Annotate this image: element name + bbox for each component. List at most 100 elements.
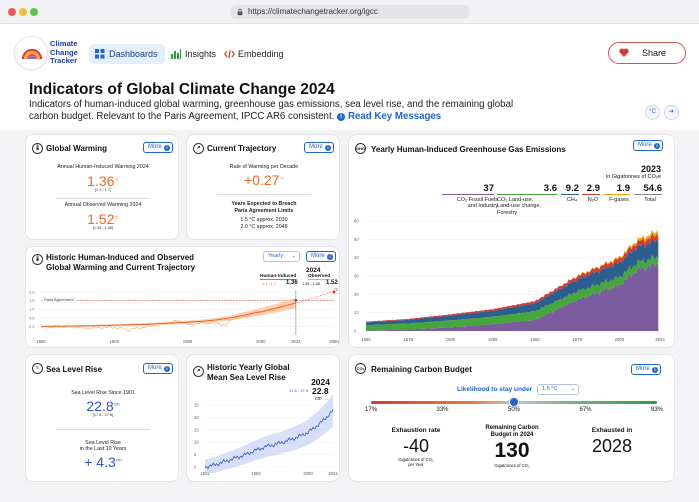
card-title: Global Warming [46, 144, 108, 153]
info-icon: i [652, 366, 658, 373]
more-button[interactable]: More i [306, 251, 336, 262]
y-tick-label: 15 [194, 427, 199, 432]
nav-insights-label: Insights [185, 49, 217, 59]
likelihood-slider-handle[interactable] [509, 397, 519, 407]
emission-area [366, 262, 659, 331]
slider-tick-label: 50% [507, 407, 520, 413]
card-title: Sea Level Rise [46, 365, 103, 374]
observed-warming-label: Annual Observed Warming 2024 [64, 202, 142, 208]
carbon-budget-card: CO₂ Remaining Carbon Budget More i Likeli… [348, 354, 675, 482]
y-tick-label: 20 [194, 415, 199, 420]
legend-observed-range: 1.39 - 1.65 [302, 282, 321, 286]
since-1901-value: 22.8cm [26, 398, 180, 414]
sea-level-chart: 05101520251901195020002024 [194, 394, 338, 476]
observed-warming-value: 1.52°C [26, 211, 180, 227]
unit-toggle-button[interactable]: °C [645, 105, 660, 120]
nav-insights[interactable]: Insights [165, 44, 223, 64]
rainbow-logo-icon [21, 48, 43, 60]
human-induced-line [40, 302, 297, 327]
observed-warming-number: 1.52 [87, 211, 115, 227]
card-title: Remaining Carbon Budget [371, 365, 472, 374]
share-button[interactable]: Share [608, 42, 686, 64]
y-tick-label: 30 [354, 274, 359, 279]
legend-human-range: 1.1 - 1.7 [262, 282, 276, 286]
co2-icon: CO₂ [355, 363, 366, 374]
next-button[interactable]: ➜ [664, 105, 679, 120]
logo-line: Change [50, 47, 78, 57]
unit: cm [113, 401, 120, 407]
unit-toggle-label: °C [649, 109, 656, 115]
read-key-messages-link[interactable]: i Read Key Messages [337, 111, 441, 122]
nav-embedding[interactable]: Embedding [218, 44, 291, 64]
divider [56, 198, 150, 199]
site-logo[interactable] [14, 36, 48, 70]
title-line: Historic Human-Induced and Observed [46, 253, 195, 262]
y-tick-label: 0.5 [29, 315, 35, 320]
exhaustion-value: -40 [402, 436, 429, 456]
legend-year: 2024 [306, 267, 321, 274]
more-button[interactable]: More i [143, 363, 173, 374]
exhausted-value: 2028 [591, 436, 633, 456]
human-warming-range: [1.1 - 1.7] [94, 188, 112, 192]
card-title: Historic Human-Induced and Observed Globa… [46, 253, 195, 272]
y-tick-label: 1.5 [29, 298, 35, 303]
last10-label: Sea Level Rise [85, 440, 121, 446]
minimize-window-button[interactable] [19, 8, 27, 16]
ghg-area-chart: 0 10 20 30 40 50 60 1850 1875 1900 1925 1950 1975 200… [354, 219, 665, 343]
close-window-button[interactable] [8, 8, 16, 16]
maximize-window-button[interactable] [30, 8, 38, 16]
unit: °C [279, 175, 284, 181]
legend-human-value: 1.36 [286, 280, 298, 286]
x-tick-label: 2024 [328, 471, 338, 476]
more-button[interactable]: More i [631, 364, 661, 375]
info-icon: i [164, 144, 170, 151]
emission-color-bar [442, 194, 494, 196]
trajectory-end-point [332, 290, 336, 294]
thermometer-icon: 🌡 [32, 143, 43, 154]
y-tick-label: 2.0 [29, 290, 35, 295]
slider-tick-label: 67% [579, 407, 592, 413]
ghg-units: in Gigatonnes of CO₂e [605, 174, 661, 180]
info-icon: i [325, 144, 331, 151]
x-tick-label: 1950 [251, 471, 261, 476]
breach-label: Paris Agreement Limits [234, 208, 294, 214]
more-button[interactable]: More i [304, 142, 334, 153]
arrow-right-icon: ➜ [668, 109, 675, 115]
y-tick-label: 50 [354, 237, 359, 242]
more-label: More [311, 253, 325, 259]
y-tick-label: 60 [354, 219, 359, 224]
logo-line: Tracker [50, 56, 78, 65]
slider-tick-label: 33% [436, 407, 449, 413]
more-button[interactable]: More i [633, 140, 663, 151]
divider [217, 194, 311, 195]
nav-dashboards[interactable]: Dashboards [89, 44, 165, 64]
address-bar[interactable]: https://climatechangetracker.org/igcc [230, 5, 470, 19]
title-line: Historic Yearly Global [207, 363, 290, 372]
x-tick-label: 1850 [361, 337, 371, 342]
x-tick-label: 1975 [572, 337, 582, 342]
paris-label-box [41, 297, 77, 303]
more-label: More [638, 142, 652, 148]
thermometer-icon: 🌡 [32, 254, 43, 265]
rate-number: +0.27 [244, 172, 280, 188]
card-title: Historic Yearly Global Mean Sea Level Ris… [207, 363, 290, 382]
observed-warming-range: [1.39 - 1.65] [92, 226, 114, 230]
sea-year: 2024 [311, 377, 330, 387]
y-tick-label: 1.0 [29, 307, 35, 312]
divider [56, 429, 150, 430]
since-1901-label: Sea Level Rise Since 1901 [71, 390, 135, 396]
y-tick-label: 5 [194, 452, 197, 457]
card-title: Current Trajectory [207, 144, 277, 153]
breach-20-text: 2.0 °C approx. 2048 [240, 224, 288, 230]
info-icon: i [327, 253, 333, 260]
human-warming-number: 1.36 [87, 173, 115, 189]
interval-select[interactable]: Yearly ⌄ [263, 251, 300, 262]
axis-unit: °C [334, 287, 339, 292]
x-tick-label: 1950 [183, 339, 193, 344]
subtitle-text: Indicators of human-induced global warmi… [29, 99, 514, 122]
more-button[interactable]: More i [143, 142, 173, 153]
select-label: 1.5 °C [542, 386, 558, 392]
legend-human-label: Human-Induced [260, 274, 297, 280]
temperature-limit-select[interactable]: 1.5 °C ⌄ [537, 384, 579, 395]
title-line: Mean Sea Level Rise [207, 372, 286, 382]
